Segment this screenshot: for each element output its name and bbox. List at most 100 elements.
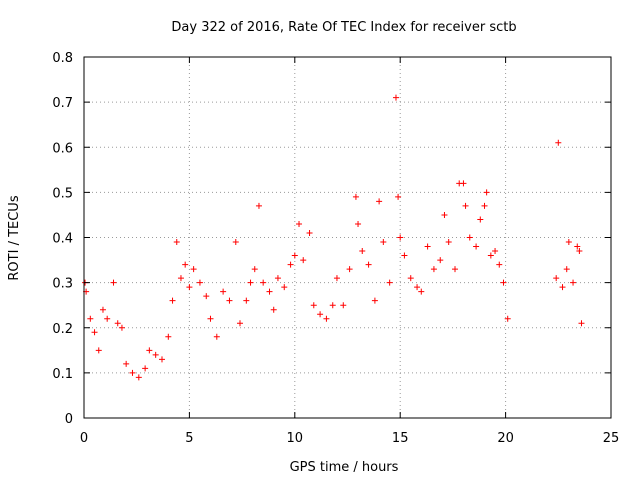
data-point <box>418 288 425 295</box>
data-point <box>452 266 459 273</box>
data-point <box>355 220 362 227</box>
data-point <box>177 275 184 282</box>
data-point <box>323 315 330 322</box>
data-point <box>243 297 250 304</box>
data-point <box>576 248 583 255</box>
data-point <box>135 374 142 381</box>
data-point <box>441 211 448 218</box>
data-point <box>578 320 585 327</box>
y-tick-label: 0.1 <box>52 367 73 382</box>
data-point <box>483 189 490 196</box>
data-point <box>392 94 399 101</box>
data-point <box>291 252 298 259</box>
data-point <box>182 261 189 268</box>
data-point <box>158 356 165 363</box>
data-point <box>352 193 359 200</box>
data-point <box>255 202 262 209</box>
data-point <box>123 360 130 367</box>
y-tick-label: 0 <box>65 412 73 427</box>
data-point <box>397 234 404 241</box>
data-point <box>317 311 324 318</box>
data-point <box>559 284 566 291</box>
x-tick-label: 0 <box>80 431 88 446</box>
data-point <box>87 315 94 322</box>
data-point <box>574 243 581 250</box>
data-point <box>129 369 136 376</box>
data-point <box>186 284 193 291</box>
data-point <box>110 279 117 286</box>
data-point <box>500 279 507 286</box>
data-point <box>473 243 480 250</box>
data-point <box>281 284 288 291</box>
data-point <box>445 239 452 246</box>
data-point <box>190 266 197 273</box>
data-point <box>91 329 98 336</box>
data-point <box>570 279 577 286</box>
data-point <box>424 243 431 250</box>
data-point <box>118 324 125 331</box>
y-tick-label: 0.7 <box>52 96 73 111</box>
data-point <box>460 180 467 187</box>
data-point <box>496 261 503 268</box>
data-point <box>371 297 378 304</box>
data-point <box>232 239 239 246</box>
data-point <box>492 248 499 255</box>
data-point <box>173 239 180 246</box>
data-point <box>401 252 408 259</box>
x-tick-label: 15 <box>392 431 409 446</box>
data-point <box>504 315 511 322</box>
y-tick-label: 0.8 <box>52 51 73 66</box>
x-tick-label: 20 <box>497 431 514 446</box>
data-point <box>430 266 437 273</box>
data-point <box>270 306 277 313</box>
data-point <box>203 293 210 300</box>
data-point <box>565 239 572 246</box>
data-point <box>563 266 570 273</box>
data-point <box>220 288 227 295</box>
data-point <box>226 297 233 304</box>
x-tick-label: 10 <box>287 431 304 446</box>
y-tick-label: 0.4 <box>52 232 73 247</box>
chart-title: Day 322 of 2016, Rate Of TEC Index for r… <box>171 20 516 35</box>
data-point <box>146 347 153 354</box>
x-tick-label: 25 <box>603 431 620 446</box>
data-point <box>207 315 214 322</box>
data-point <box>260 279 267 286</box>
data-point <box>300 257 307 264</box>
data-point <box>306 229 313 236</box>
data-point <box>95 347 102 354</box>
data-point <box>236 320 243 327</box>
data-point <box>487 252 494 259</box>
data-point <box>386 279 393 286</box>
data-point <box>359 248 366 255</box>
data-points <box>82 94 585 381</box>
data-point <box>104 315 111 322</box>
data-point <box>462 202 469 209</box>
data-point <box>114 320 121 327</box>
y-axis-label: ROTI / TECUs <box>7 195 22 280</box>
y-tick-label: 0.5 <box>52 186 73 201</box>
data-point <box>274 275 281 282</box>
data-point <box>247 279 254 286</box>
data-point <box>407 275 414 282</box>
data-point <box>380 239 387 246</box>
y-tick-label: 0.3 <box>52 277 73 292</box>
data-point <box>287 261 294 268</box>
data-point <box>152 351 159 358</box>
data-point <box>296 220 303 227</box>
data-point <box>466 234 473 241</box>
y-tick-label: 0.2 <box>52 322 73 337</box>
x-axis-label: GPS time / hours <box>290 460 399 475</box>
data-point <box>365 261 372 268</box>
data-point <box>437 257 444 264</box>
data-point <box>251 266 258 273</box>
data-point <box>213 333 220 340</box>
data-point <box>333 275 340 282</box>
data-point <box>340 302 347 309</box>
data-point <box>329 302 336 309</box>
data-point <box>481 202 488 209</box>
data-point <box>196 279 203 286</box>
data-point <box>553 275 560 282</box>
